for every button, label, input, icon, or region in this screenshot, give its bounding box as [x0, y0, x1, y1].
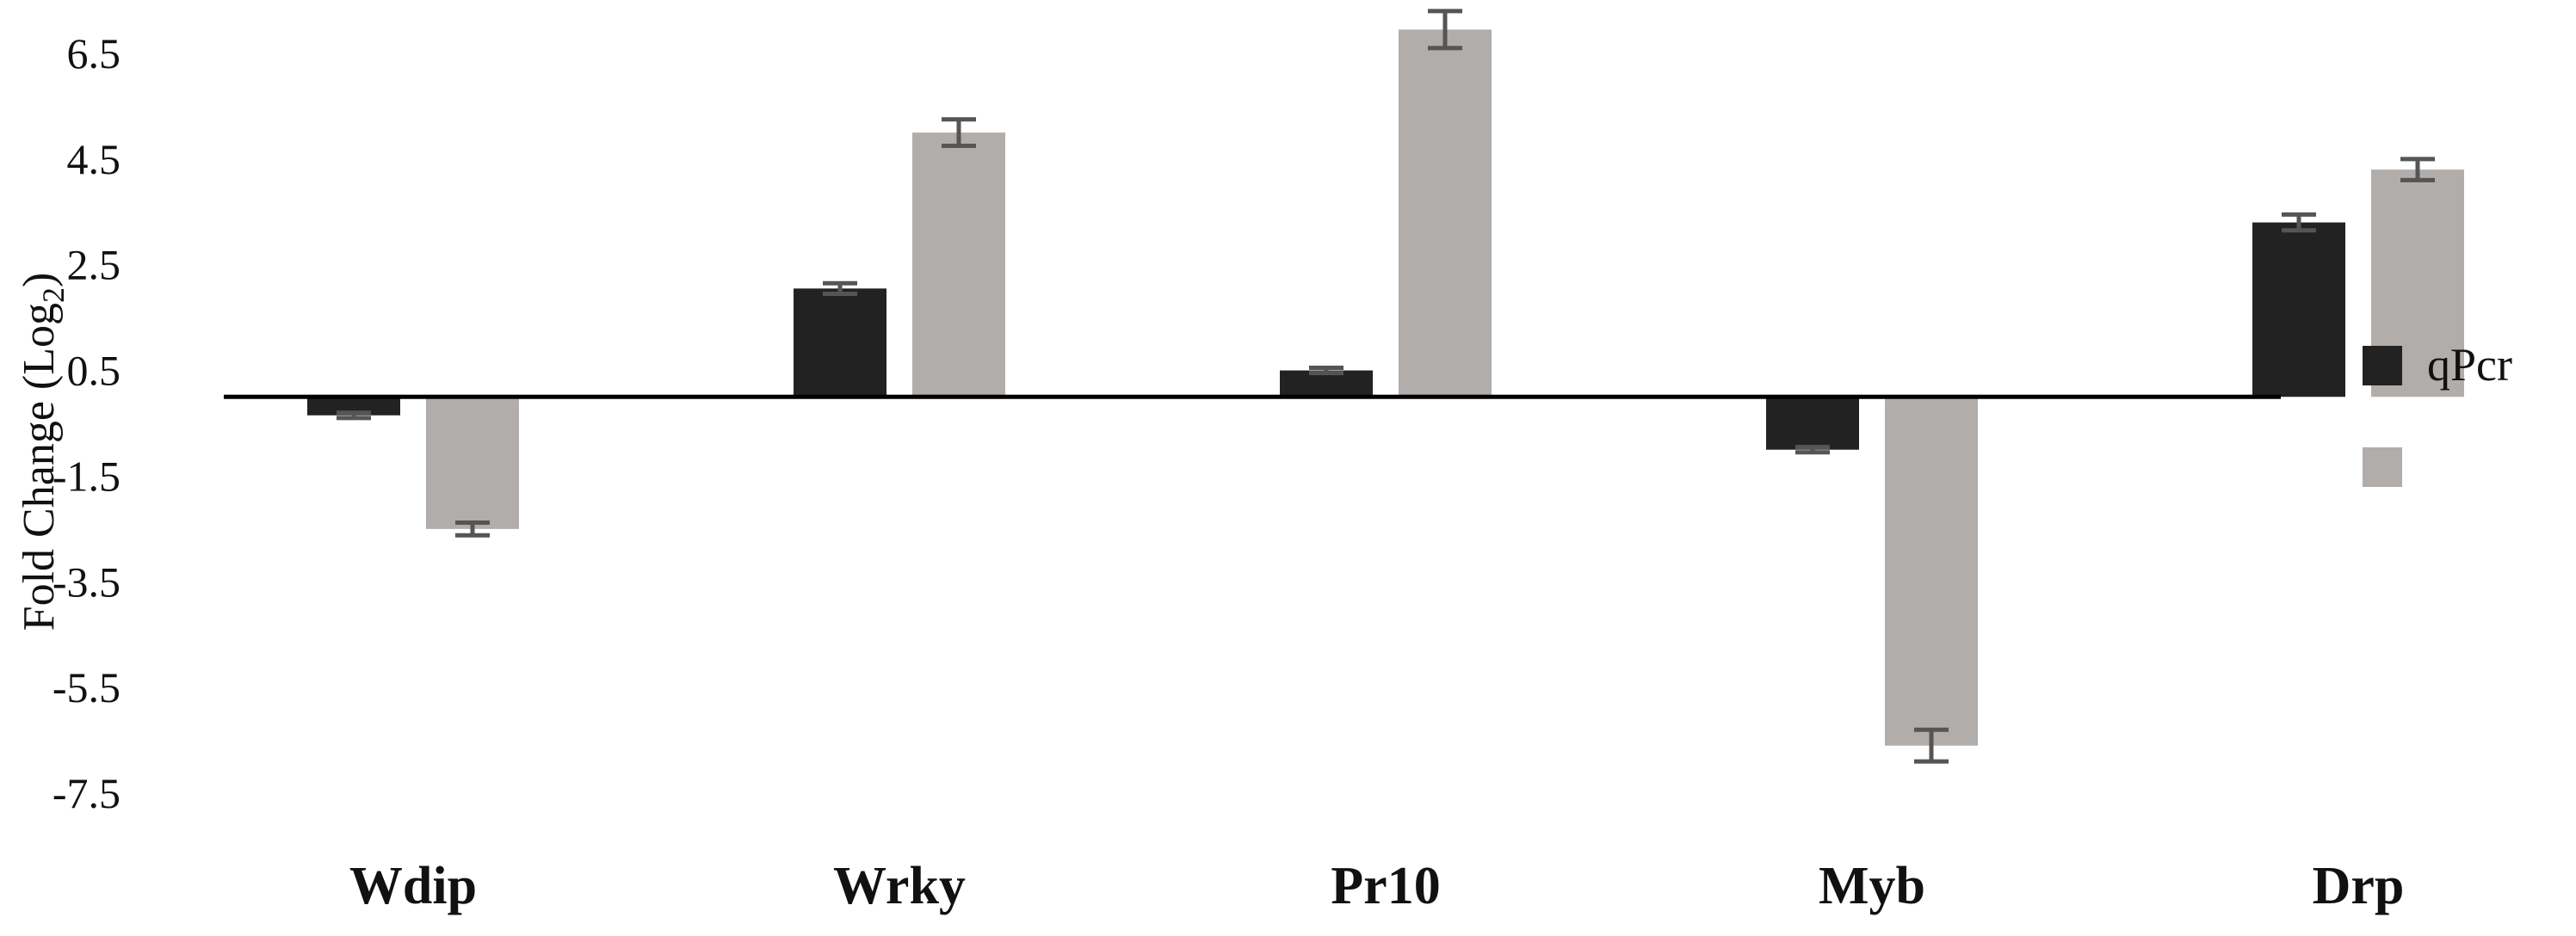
category-label: Wdip [349, 857, 477, 915]
error-bar [1914, 727, 1949, 764]
error-bar [823, 280, 857, 296]
bar-series2 [912, 132, 1005, 397]
category-label: Pr10 [1331, 857, 1440, 915]
bar-series1 [1766, 397, 1859, 450]
bar-series2 [1399, 29, 1492, 397]
error-bar [337, 410, 371, 421]
error-bar [1428, 9, 1462, 51]
category-label: Wrky [833, 857, 966, 915]
y-axis-title: Fold Change (Log2) [15, 273, 71, 631]
error-bar [2282, 212, 2316, 233]
y-axis-title-subscript: 2 [36, 287, 71, 303]
error-bars-group [337, 9, 2435, 764]
category-label: Drp [2313, 857, 2405, 915]
bar-series2 [1885, 397, 1978, 746]
bars-group [307, 29, 2464, 746]
y-axis-ticks: 6.5 4.5 2.5 0.5 -1.5 -3.5 -5.5 -7.5 [53, 29, 120, 817]
error-bar [942, 117, 976, 148]
bar-series1 [2252, 222, 2345, 397]
category-label: Myb [1819, 857, 1925, 915]
legend: qPcr [2363, 339, 2512, 487]
error-bar [2400, 157, 2435, 182]
bar-series2 [426, 397, 519, 529]
y-tick-label: 6.5 [67, 29, 121, 77]
legend-swatch [2363, 346, 2402, 385]
category-labels: Wdip Wrky Pr10 Myb Drp [349, 857, 2404, 915]
bar-series1 [794, 288, 886, 397]
y-tick-label: -5.5 [53, 663, 120, 711]
error-bar [455, 520, 490, 538]
y-tick-label: -7.5 [53, 769, 120, 817]
y-tick-label: 2.5 [67, 241, 121, 289]
y-tick-label: -1.5 [53, 452, 120, 500]
legend-swatch [2363, 447, 2402, 487]
error-bar [1795, 445, 1830, 455]
bar-series1 [307, 397, 400, 416]
y-tick-label: -3.5 [53, 557, 120, 606]
y-tick-label: 0.5 [67, 347, 121, 395]
legend-label: qPcr [2427, 339, 2512, 391]
y-tick-label: 4.5 [67, 135, 121, 183]
error-bar [1309, 366, 1344, 376]
